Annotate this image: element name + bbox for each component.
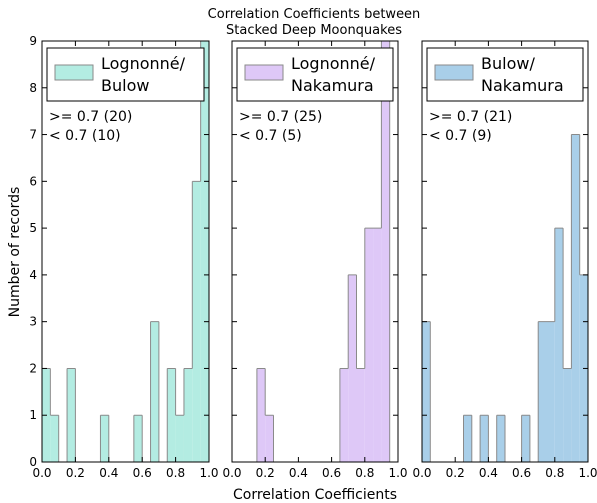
histogram-bar (521, 415, 530, 462)
y-tick-label: 4 (29, 268, 37, 282)
annotation-low-count: < 0.7 (10) (49, 128, 121, 144)
histogram-bar (554, 228, 564, 462)
histogram-panel-3: 0.0 0.2 0.4 0.6 0.8 1.0 Bulow/Nakamura >= 0.7 (… (412, 40, 597, 480)
x-tick-label: 0.8 (166, 466, 185, 480)
y-tick-label: 0 (29, 455, 37, 469)
legend-label-line-2: Nakamura (291, 76, 374, 95)
histogram-bar (133, 415, 143, 462)
histogram-bar (480, 415, 489, 462)
histogram-bar (563, 368, 572, 462)
legend-label-line-1: Lognonné/ (291, 54, 376, 73)
histogram-bar (538, 321, 547, 462)
annotation-high-count: >= 0.7 (20) (49, 109, 132, 125)
y-tick-label: 6 (29, 174, 37, 188)
histogram-bar (183, 368, 193, 462)
chart-title-line-2: Stacked Deep Moonquakes (226, 23, 402, 38)
histogram-bar (67, 368, 76, 462)
y-tick-label: 9 (29, 34, 37, 48)
histogram-bar (496, 415, 505, 462)
x-tick-label: 0.2 (256, 466, 275, 480)
y-tick-label: 2 (29, 361, 37, 375)
y-axis-label: Number of records (7, 187, 23, 318)
x-tick-label: 0.6 (133, 466, 152, 480)
legend-swatch (434, 64, 474, 81)
histogram-bar (200, 41, 209, 462)
y-tick-label: 7 (29, 128, 37, 142)
histogram-bar (150, 321, 159, 462)
x-tick-label: 1.0 (199, 466, 218, 480)
chart-title-line-1: Correlation Coefficients between (208, 7, 421, 22)
histogram-panel-1: 0.0 0.2 0.4 0.6 0.8 1.0 0 1 2 3 4 5 6 7 8 9 Lognonné/Bul… (29, 34, 218, 480)
axes-frame (41, 40, 210, 463)
legend-label-line-2: Nakamura (481, 76, 564, 95)
histogram-outline (41, 40, 210, 462)
histogram-bar (381, 41, 390, 462)
histogram-bar (175, 415, 184, 462)
histogram-panel-2: 0.0 0.2 0.4 0.6 0.8 1.0 Lognonné/Nakamura >= 0.… (222, 40, 408, 480)
x-tick-label: 0.6 (322, 466, 341, 480)
legend-label-line-1: Bulow/ (481, 54, 535, 73)
legend-swatch (244, 64, 284, 81)
annotation-high-count: >= 0.7 (25) (239, 109, 322, 125)
axes-frame (231, 40, 399, 463)
annotation-high-count: >= 0.7 (21) (429, 109, 512, 125)
histogram-bar (339, 368, 349, 462)
x-axis-label: Correlation Coefficients (233, 487, 397, 503)
y-tick-label: 8 (29, 81, 37, 95)
x-tick-label: 0.4 (99, 466, 118, 480)
histogram-bar (167, 368, 176, 462)
x-tick-label: 0.4 (289, 466, 308, 480)
x-tick-label: 0.0 (32, 466, 51, 480)
histogram-bar (422, 321, 431, 462)
x-tick-label: 1.0 (578, 466, 597, 480)
panels-group: 0.0 0.2 0.4 0.6 0.8 1.0 0 1 2 3 4 5 6 7 8 9 Lognonné/Bul… (29, 34, 597, 480)
x-tick-label: 0.2 (66, 466, 85, 480)
axes-frame (421, 40, 589, 463)
x-tick-label: 0.0 (412, 466, 431, 480)
legend-box (46, 47, 205, 102)
histogram-bar (364, 228, 374, 462)
histogram-bar (100, 415, 109, 462)
x-tick-label: 1.0 (388, 466, 407, 480)
histogram-bar (546, 321, 555, 462)
x-tick-label: 0.2 (446, 466, 465, 480)
x-tick-label: 0.0 (222, 466, 241, 480)
annotation-low-count: < 0.7 (9) (429, 128, 492, 144)
y-tick-label: 3 (29, 315, 37, 329)
x-tick-label: 0.8 (545, 466, 564, 480)
histogram-bar (265, 415, 274, 462)
histogram-bar (571, 134, 580, 463)
histogram-bar (256, 368, 266, 462)
legend-label-line-2: Bulow (101, 76, 149, 95)
histogram-bar (348, 274, 357, 462)
histogram-bar (463, 415, 472, 462)
x-tick-label: 0.8 (355, 466, 374, 480)
histogram-bar (192, 181, 201, 463)
y-tick-label: 1 (29, 408, 37, 422)
histogram-bar (356, 368, 365, 462)
histogram-bar (50, 415, 59, 462)
x-tick-label: 0.4 (479, 466, 498, 480)
legend-swatch (54, 64, 94, 81)
histogram-bar (373, 228, 382, 462)
legend-label-line-1: Lognonné/ (101, 54, 186, 73)
annotation-low-count: < 0.7 (5) (239, 128, 302, 144)
y-tick-label: 5 (29, 221, 37, 235)
x-tick-label: 0.6 (512, 466, 531, 480)
